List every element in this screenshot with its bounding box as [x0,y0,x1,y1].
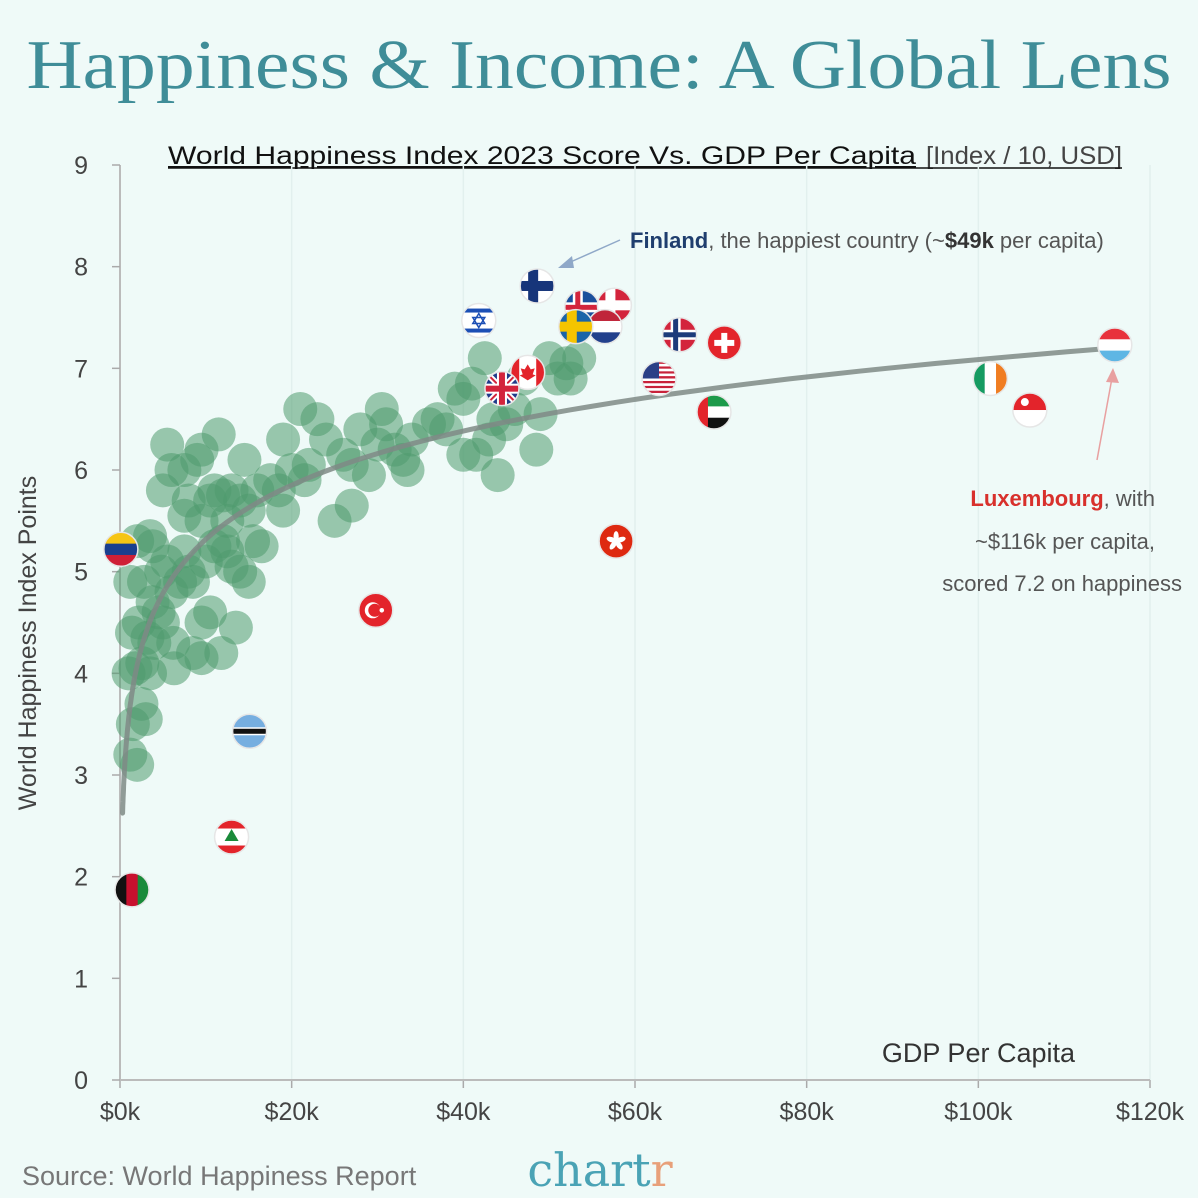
data-point [171,483,206,518]
y-tick-label: 9 [74,152,88,180]
data-point [454,366,489,401]
axes: $0k $20k $40k $60k $80k $100k $120k 0 1 2 3 4 5 6 7 8 9 [74,152,1184,1126]
data-point [218,610,253,645]
luxembourg-annotation: Luxembourg, with [970,486,1155,511]
flag-markers [103,268,1133,908]
chart-subtitle-units: [Index / 10, USD] [926,142,1122,170]
y-tick-label: 1 [74,965,88,993]
luxembourg-label: Luxembourg [970,486,1103,511]
y-tick-label: 0 [74,1067,88,1095]
data-point [231,564,266,599]
chart-subtitle: World Happiness Index 2023 Score Vs. GDP… [168,142,916,170]
data-point [480,458,515,493]
data-point [351,458,386,493]
data-point [266,422,301,457]
data-point [467,341,502,376]
finland-arrowhead [558,256,574,268]
x-tick-label: $80k [780,1098,835,1126]
data-point [562,341,597,376]
x-tick-label: $120k [1116,1098,1185,1126]
data-point [201,417,236,452]
flag-uae-icon [696,394,732,430]
flag-afghanistan-icon [114,872,150,908]
x-tick-label: $100k [944,1098,1013,1126]
data-point [390,453,425,487]
finland-arrow [565,239,621,265]
x-tick-label: $0k [100,1098,141,1126]
gridlines [290,165,1151,1080]
luxembourg-annotation-line3: scored 7.2 on happiness [942,571,1182,596]
x-tick-label: $20k [265,1098,320,1126]
x-tick-label: $40k [436,1098,491,1126]
finland-gdp: $49k [945,228,995,253]
y-tick-label: 5 [74,559,88,587]
trend-line [120,345,1119,816]
data-point [197,473,232,508]
finland-text: , the happiest country (~ [708,228,945,253]
luxembourg-annotation-line2: ~$116k per capita, [975,529,1155,554]
data-point [227,442,262,477]
data-point [244,529,279,564]
luxembourg-text: , with [1104,486,1155,511]
flag-botswana-icon [231,713,268,750]
y-axis-label: World Happiness Index Points [14,476,42,810]
chartr-logo: chartr [527,1143,672,1197]
y-tick-label: 4 [74,660,88,688]
flag-hong-kong-icon [598,523,634,559]
y-tick-label: 2 [74,864,88,892]
source-note: Source: World Happiness Report [22,1161,417,1191]
flag-singapore-icon [1012,392,1048,428]
y-tick-label: 8 [74,254,88,282]
flag-israel-icon [461,302,497,339]
flag-ireland-icon [972,360,1009,397]
flag-united-kingdom-icon [484,370,520,407]
flag-lebanon-icon [213,819,250,855]
data-point [150,427,185,462]
flag-norway-icon [661,317,698,353]
data-point [184,641,219,676]
flag-turkey-icon [358,592,394,629]
finland-label: Finland [630,228,708,253]
luxembourg-arrowhead [1106,368,1119,383]
x-tick-label: $60k [608,1098,663,1126]
finland-text-end: per capita) [994,228,1104,253]
flag-united-states-icon [641,360,677,397]
data-point [334,488,369,523]
data-point [519,432,554,467]
finland-annotation: Finland, the happiest country (~$49k per… [630,228,1104,253]
y-tick-label: 6 [74,457,88,485]
flag-sweden-icon [558,308,594,345]
data-point [120,747,155,782]
flag-canada-icon [509,354,546,391]
flag-finland-icon [519,268,555,304]
flag-switzerland-icon [706,325,743,361]
flag-venezuela-icon [103,531,139,568]
y-tick-label: 7 [74,355,88,383]
x-axis-label: GDP Per Capita [882,1038,1076,1068]
chart-title: Happiness & Income: A Global Lens [27,27,1172,104]
data-point [193,595,228,630]
luxembourg-arrow [1096,377,1113,461]
y-tick-label: 3 [74,762,88,790]
bubbles [111,341,597,782]
flag-luxembourg-icon [1097,327,1133,363]
